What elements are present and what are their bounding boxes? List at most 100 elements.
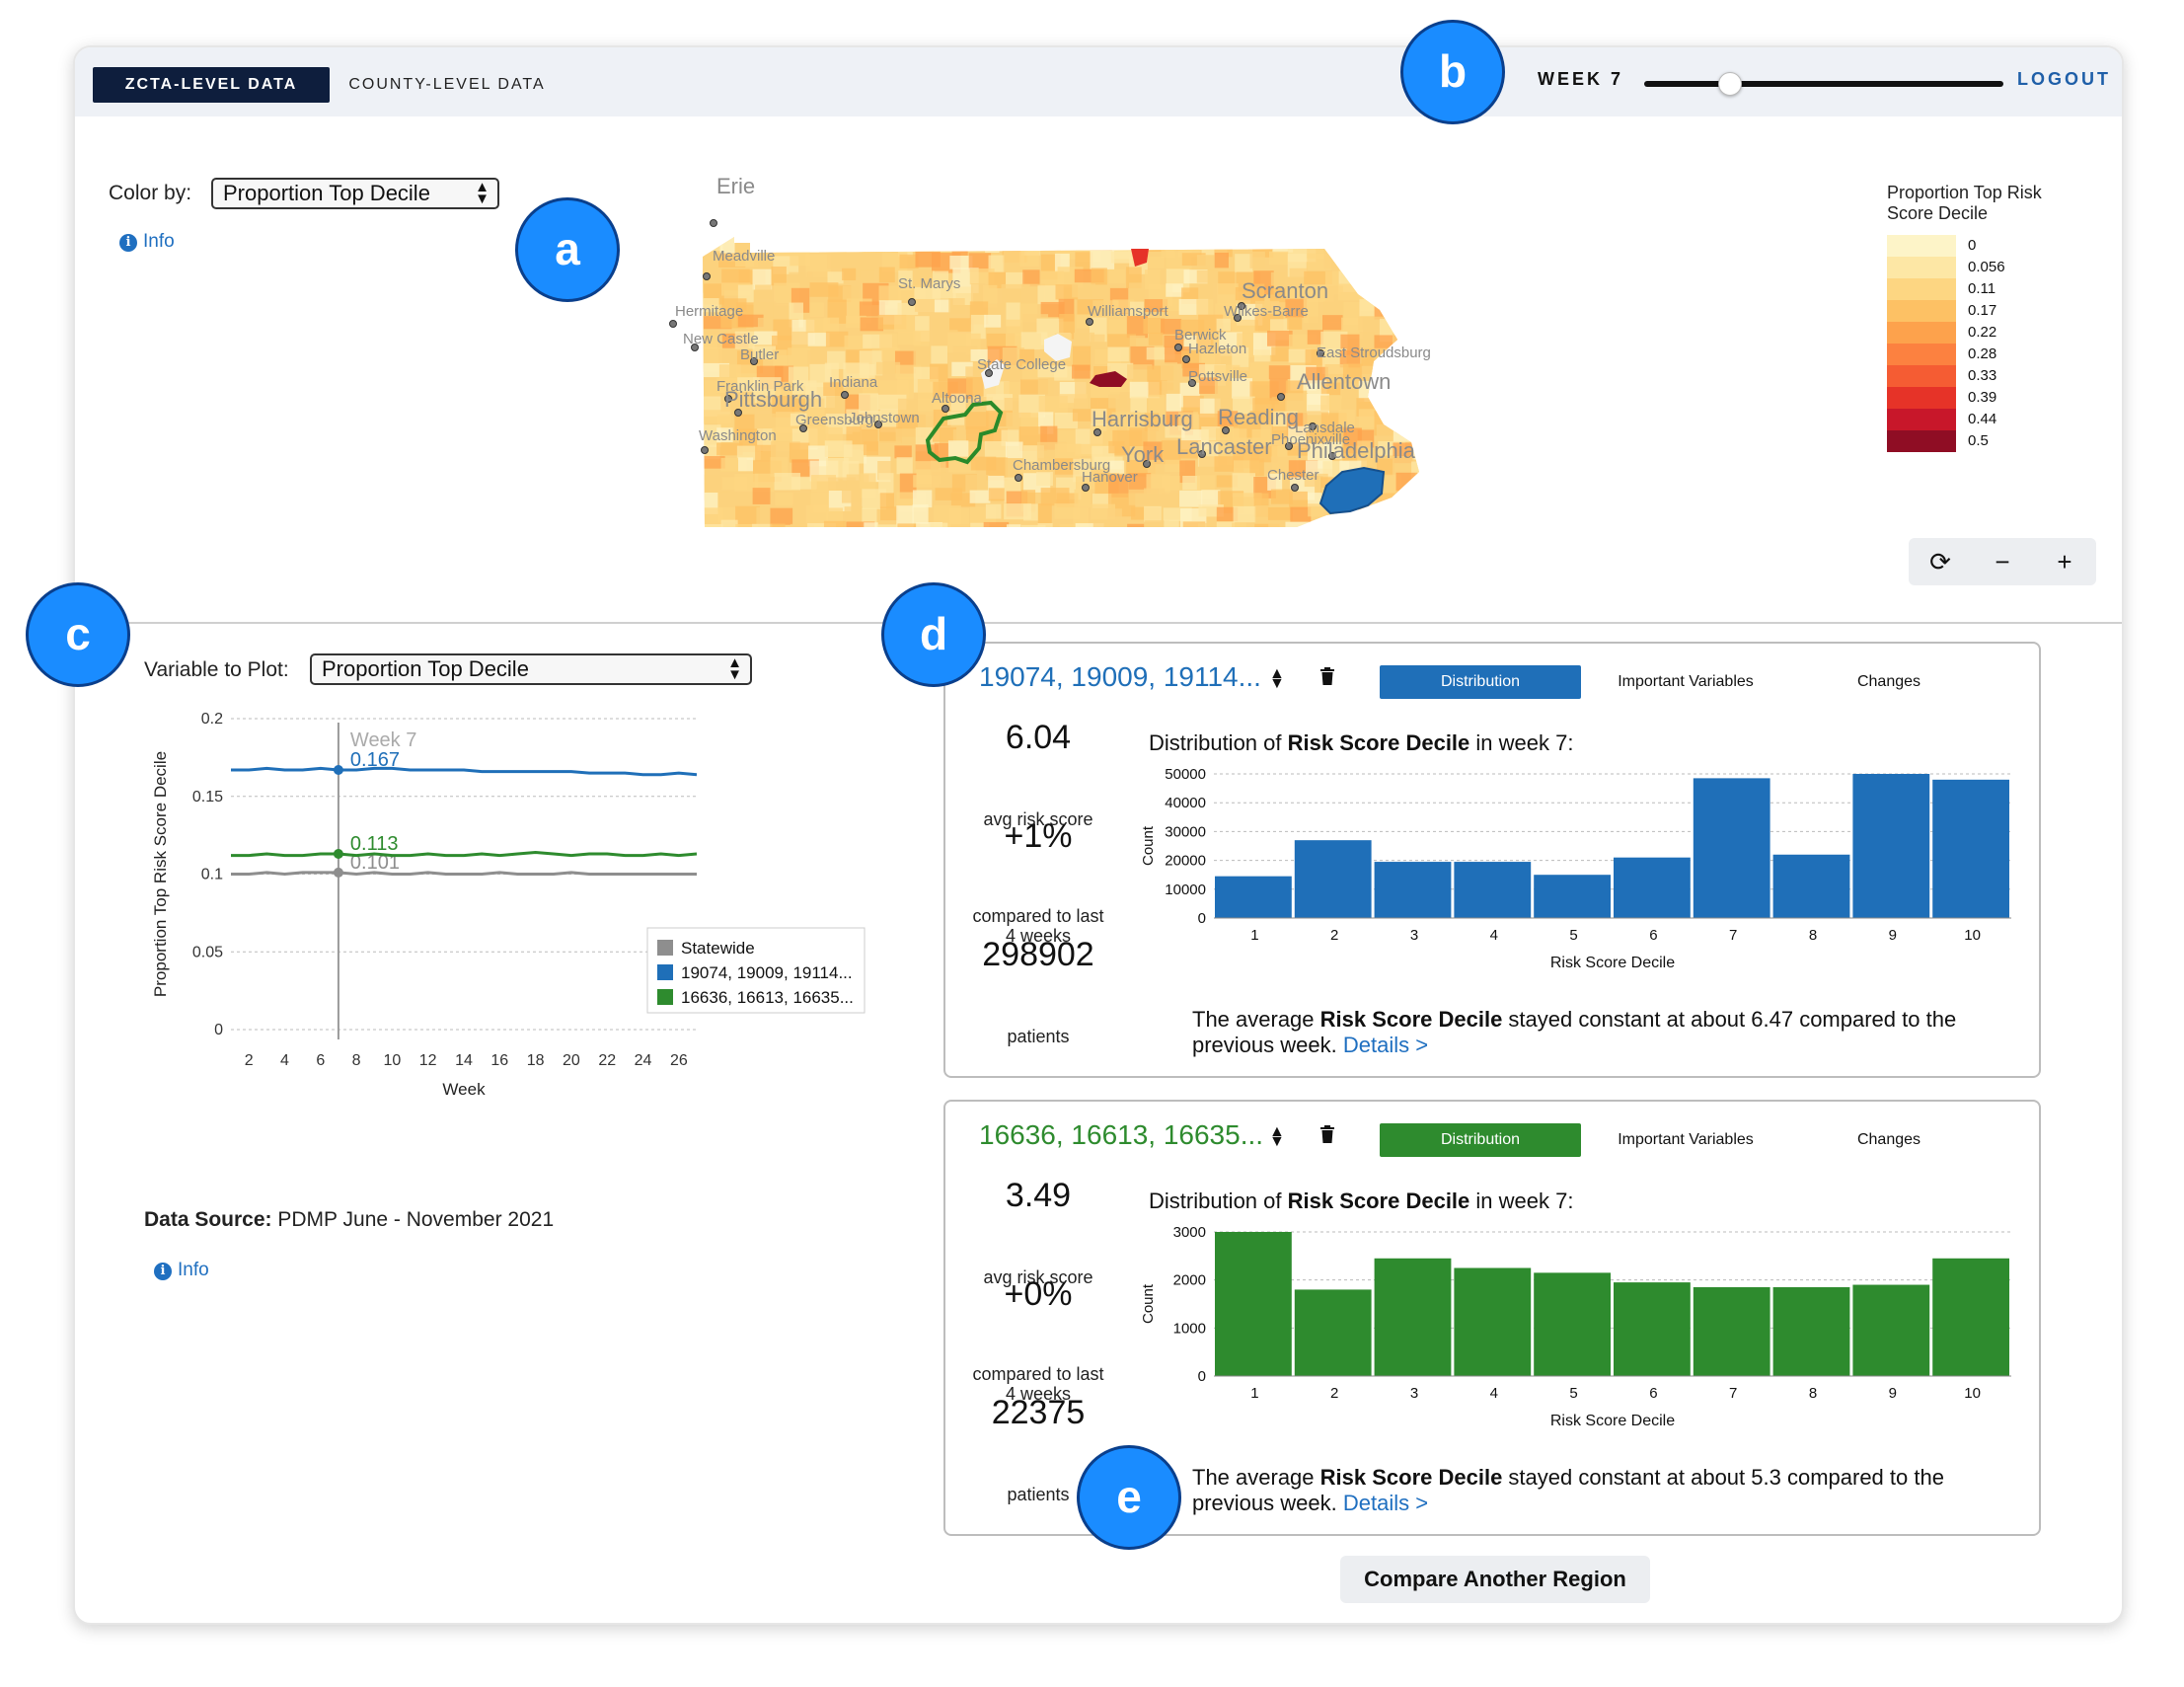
zcta-patch [876,524,900,527]
zcta-patch [734,331,755,349]
zcta-patch [1376,493,1406,513]
histogram-bar[interactable] [1693,1286,1770,1376]
sort-icon[interactable]: ▲ ▼ [1269,1123,1285,1150]
zcta-patch [1411,365,1419,392]
zcta-patch [932,283,956,299]
zcta-patch [752,268,773,290]
zcta-patch [1429,488,1457,507]
histogram-bar[interactable] [1772,1286,1850,1376]
tab-county-level[interactable]: COUNTY-LEVEL DATA [348,76,546,93]
histogram-bar[interactable] [1294,840,1372,918]
trash-icon[interactable] [1320,1125,1334,1143]
card-tab-distribution[interactable]: Distribution [1380,1123,1581,1157]
zcta-patch [930,522,948,527]
zcta-patch [1201,426,1221,441]
line-chart[interactable]: 00.050.10.150.22 4 6 8 10 12 14 16 18 20 22 24 26Wee… [144,689,993,1222]
zcta-patch [823,317,840,334]
trash-icon[interactable] [1320,667,1334,685]
zcta-patch [1430,302,1458,317]
details-link[interactable]: Details > [1342,1491,1429,1515]
distribution-histogram[interactable]: 0 10000 20000 30000 40000 50000 Count 1 2 3 4 5 6 7 8 9… [1133,762,2031,1009]
zcta-patch [878,267,895,283]
histogram-bar[interactable] [1215,1232,1292,1376]
histogram-bar[interactable] [1852,774,1930,918]
week-slider-handle[interactable] [1718,72,1743,96]
zcta-patch [1359,332,1376,354]
city-label: Lansdale [1295,420,1355,436]
legend-label: 0.28 [1968,345,1997,362]
card-tab-distribution[interactable]: Distribution [1380,665,1581,699]
legend-title: Proportion Top Risk Score Decile [1887,183,2042,223]
reset-view-icon[interactable]: ⟳ [1929,547,1951,576]
logout-link[interactable]: LOGOUT [2017,69,2111,89]
zcta-patch [1129,301,1145,316]
zcta-patch [754,473,774,493]
histogram-bar[interactable] [1614,857,1691,918]
zcta-patch [752,488,771,504]
tab-zcta-level[interactable]: ZCTA-LEVEL DATA [93,67,330,103]
chart-legend: Statewide 19074, 19009, 19114... 16636, 16… [646,927,866,1014]
zcta-patch [703,507,723,527]
zcta-patch [1413,428,1419,449]
x-tick-label: 2 [1330,1385,1338,1402]
histogram-bar[interactable] [1534,1272,1611,1376]
histogram-bar[interactable] [1294,1289,1372,1376]
card-title[interactable]: 16636, 16613, 16635... [979,1119,1264,1150]
stat-change-label-2: 4 weeks [1005,1384,1072,1404]
y-tick-label: 30000 [1165,823,1206,840]
distribution-histogram[interactable]: 0 1000 2000 3000 Count 1 2 3 4 5 6 7 8 9 10 Risk Score … [1133,1220,2031,1467]
legend-swatch [657,940,673,956]
zcta-patch [790,238,819,253]
y-tick-label: 2000 [1173,1272,1206,1289]
color-by-select[interactable]: Proportion Top Decile ▲ ▼ [211,178,499,209]
histogram-bar[interactable] [1772,854,1850,918]
histogram-bar[interactable] [1374,1258,1452,1376]
zcta-patch [1249,411,1276,425]
series-point [333,764,343,775]
zcta-patch [1285,393,1309,415]
histogram-bar[interactable] [1454,862,1532,918]
card-tab-changes[interactable]: Changes [1856,1131,1921,1148]
zcta-patch [1037,379,1054,399]
x-tick-label: 18 [527,1052,545,1069]
sort-icon[interactable]: ▲ ▼ [1269,665,1285,692]
variable-to-plot-select[interactable]: Proportion Top Decile ▲ ▼ [310,653,752,685]
compare-another-region-button[interactable]: Compare Another Region [1340,1556,1650,1603]
zcta-patch [1360,519,1388,527]
week-slider[interactable] [1644,72,2003,96]
zcta-patch [1395,472,1418,494]
zcta-patch [1038,457,1054,476]
histogram-bar[interactable] [1932,779,2009,918]
zcta-patch [1073,507,1089,527]
details-link[interactable]: Details > [1342,1033,1429,1057]
histogram-bar[interactable] [1454,1267,1532,1377]
card-tab-important-variables[interactable]: Important Variables [1618,1131,1754,1148]
histogram-bar[interactable] [1534,875,1611,918]
card-tab-changes[interactable]: Changes [1856,673,1921,690]
histogram-bar[interactable] [1614,1282,1691,1376]
histogram-bar[interactable] [1374,862,1452,918]
map-info-link[interactable]: i Info [119,231,175,253]
zoom-out-button[interactable]: − [1995,547,2010,576]
zcta-patch [969,490,991,503]
card-title[interactable]: 19074, 19009, 19114... [979,661,1261,692]
city-label: Berwick [1174,327,1227,344]
zcta-patch [1110,251,1133,264]
zcta-patch [1059,314,1075,340]
histogram-bar[interactable] [1932,1258,2009,1376]
histogram-bar[interactable] [1215,876,1292,918]
chart-info-link[interactable]: i Info [154,1260,209,1281]
card-tab-important-variables[interactable]: Important Variables [1618,673,1754,690]
zoom-in-button[interactable]: + [2057,547,2072,576]
city-label: Pittsburgh [724,387,822,412]
zcta-patch [1267,330,1293,346]
pennsylvania-zcta-map[interactable]: Erie Meadville St. Marys ScrantonWilkes-Bar… [630,146,1774,640]
legend-swatch [1887,257,1956,278]
histogram-bar[interactable] [1693,778,1770,918]
histogram-bar[interactable] [1852,1284,1930,1376]
zcta-patch [1147,237,1166,252]
zcta-patch [1232,319,1259,334]
zcta-patch [846,237,866,250]
zcta-patch [1411,302,1419,326]
zcta-patch [734,253,759,268]
